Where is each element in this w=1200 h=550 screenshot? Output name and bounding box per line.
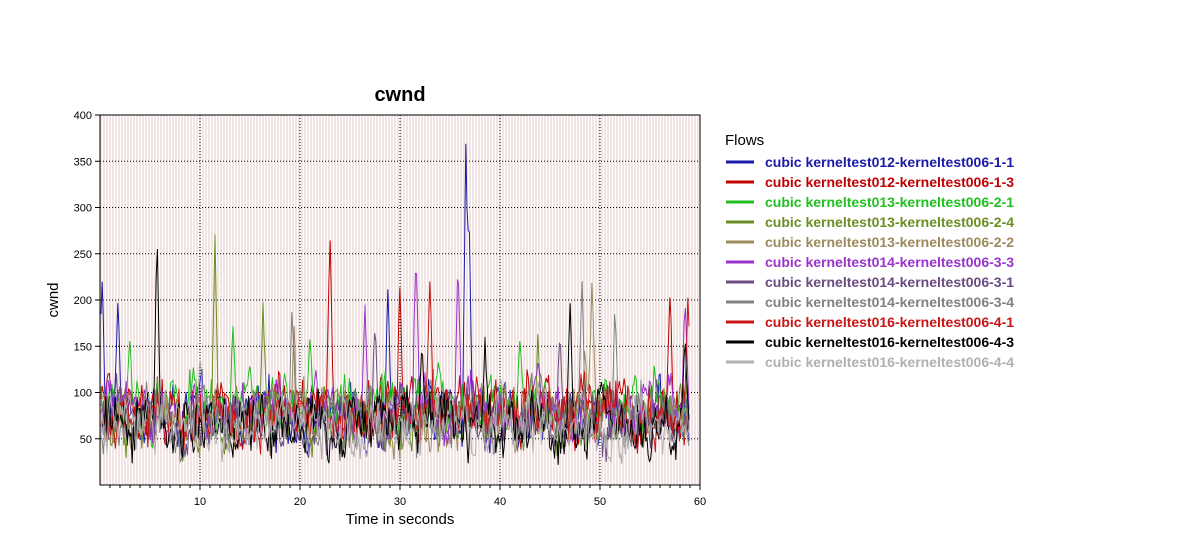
legend-entry-2: cubic kerneltest012-kerneltest006-1-3 <box>765 174 1014 190</box>
y-tick-label: 100 <box>74 388 92 400</box>
x-tick-label: 20 <box>294 496 306 508</box>
series-line-11 <box>100 360 690 464</box>
y-tick-label: 350 <box>74 156 92 168</box>
legend-entry-7: cubic kerneltest014-kerneltest006-3-1 <box>765 274 1014 290</box>
legend: cubic kerneltest012-kerneltest006-1-1 cub… <box>726 154 1014 370</box>
y-tick-label: 200 <box>74 295 92 307</box>
y-tick-label: 300 <box>74 203 92 215</box>
legend-entry-4: cubic kerneltest013-kerneltest006-2-4 <box>765 214 1014 230</box>
x-tick-label: 50 <box>594 496 606 508</box>
legend-entry-5: cubic kerneltest013-kerneltest006-2-2 <box>765 234 1014 250</box>
plot-series <box>100 143 690 465</box>
legend-entry-6: cubic kerneltest014-kerneltest006-3-3 <box>765 254 1014 270</box>
y-tick-label: 50 <box>80 434 92 446</box>
y-tick-label: 250 <box>74 249 92 261</box>
legend-entry-10: cubic kerneltest016-kerneltest006-4-3 <box>765 334 1014 350</box>
series-line-10 <box>100 248 690 465</box>
y-tick-label: 150 <box>74 341 92 353</box>
x-tick-label: 60 <box>694 496 706 508</box>
x-axis-label: Time in seconds <box>346 511 455 528</box>
legend-entry-9: cubic kerneltest016-kerneltest006-4-1 <box>765 314 1014 330</box>
y-tick-label: 400 <box>74 110 92 122</box>
x-tick-label: 40 <box>494 496 506 508</box>
legend-entry-1: cubic kerneltest012-kerneltest006-1-1 <box>765 154 1014 170</box>
x-tick-label: 30 <box>394 496 406 508</box>
legend-entry-11: cubic kerneltest016-kerneltest006-4-4 <box>765 354 1014 370</box>
x-tick-label: 10 <box>194 496 206 508</box>
chart-title: cwnd <box>374 84 425 106</box>
legend-title: Flows <box>725 132 764 149</box>
legend-entry-3: cubic kerneltest013-kerneltest006-2-1 <box>765 194 1014 210</box>
y-axis-label: cwnd <box>45 282 62 317</box>
axes: 50 100 150 200 250 300 350 400 10 20 30 40 50 60 <box>74 110 706 508</box>
legend-entry-8: cubic kerneltest014-kerneltest006-3-4 <box>765 294 1014 310</box>
